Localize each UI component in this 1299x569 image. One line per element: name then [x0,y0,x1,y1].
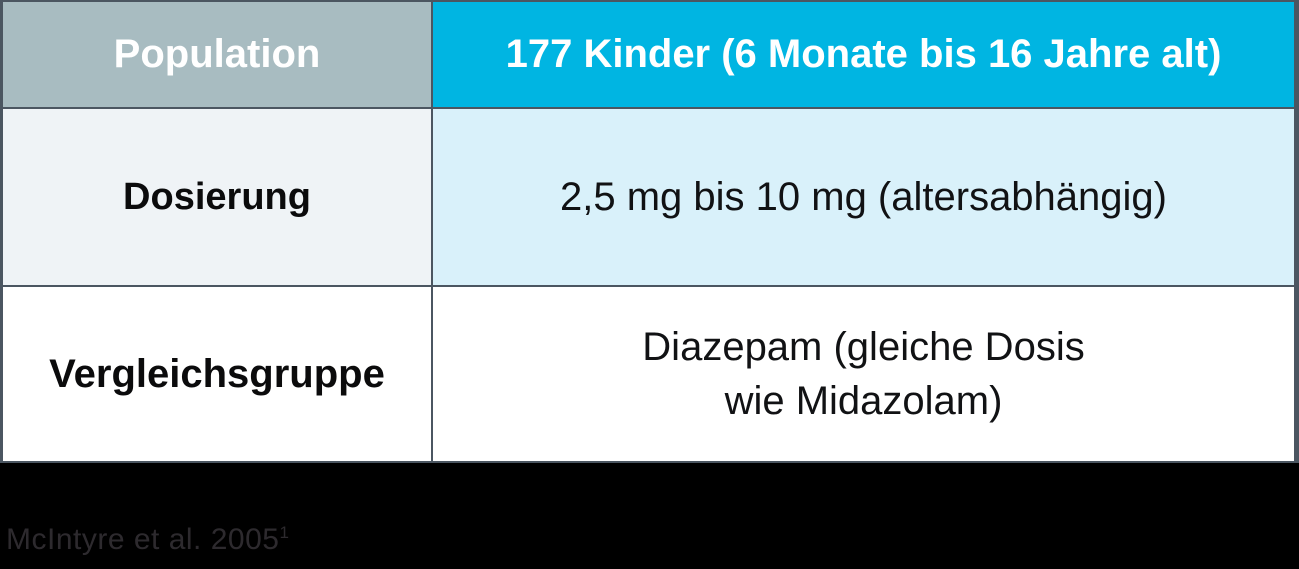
table-row-vergleichsgruppe-value: Diazepam (gleiche Dosis wie Midazolam) [433,287,1294,461]
study-info-table: Population 177 Kinder (6 Monate bis 16 J… [0,0,1299,463]
table-row-dosierung-label: Dosierung [3,109,431,285]
table-header-population-value: 177 Kinder (6 Monate bis 16 Jahre alt) [433,2,1294,107]
citation: McIntyre et al. 20051 [6,523,289,557]
table-header-population-label: Population [3,2,431,107]
table-row-vergleichsgruppe-label: Vergleichsgruppe [3,287,431,461]
citation-text: McIntyre et al. 2005 [6,523,280,556]
table-row-dosierung-value: 2,5 mg bis 10 mg (altersabhängig) [433,109,1294,285]
citation-footnote-marker: 1 [279,523,290,542]
